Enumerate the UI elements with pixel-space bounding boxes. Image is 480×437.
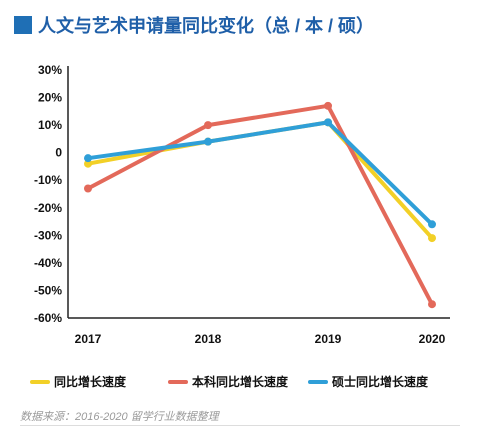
source-divider — [20, 425, 460, 426]
x-tick-label: 2020 — [419, 332, 446, 346]
data-point — [324, 118, 332, 127]
x-tick-label: 2018 — [195, 332, 222, 346]
legend-label: 同比增长速度 — [54, 374, 127, 389]
chart-title-text: 人文与艺术申请量同比变化（总 / 本 / 硕） — [38, 16, 375, 36]
x-tick-label: 2019 — [315, 332, 342, 346]
legend-item-2: 硕士同比增长速度 — [308, 374, 429, 389]
data-point — [84, 154, 92, 163]
series-line-0 — [86, 120, 434, 241]
y-tick-label: 0 — [55, 146, 62, 160]
y-tick-label: -20% — [34, 201, 62, 215]
legend-label: 本科同比增长速度 — [192, 374, 289, 389]
chart-title: 人文与艺术申请量同比变化（总 / 本 / 硕） — [14, 12, 374, 38]
data-point — [324, 101, 332, 110]
y-tick-label: -30% — [34, 228, 62, 242]
chart-series — [84, 101, 436, 309]
title-square-icon — [14, 16, 32, 34]
y-tick-label: 30% — [38, 63, 62, 77]
y-axis-ticks: 30% 20% 10% 0 -10% -20% -30% -40% -50% -60% — [34, 63, 62, 325]
chart-axes — [67, 66, 450, 319]
data-point — [428, 234, 436, 243]
y-tick-label: 20% — [38, 91, 62, 105]
source-note: 数据来源：2016-2020 留学行业数据整理 — [20, 411, 219, 423]
x-tick-label: 2017 — [75, 332, 102, 346]
data-point — [428, 220, 436, 229]
legend-item-1: 本科同比增长速度 — [168, 374, 289, 389]
legend-item-0: 同比增长速度 — [30, 374, 127, 389]
data-point — [204, 121, 212, 130]
data-point — [84, 159, 92, 168]
data-point — [204, 137, 212, 146]
data-point — [428, 300, 436, 309]
y-tick-label: -60% — [34, 311, 62, 325]
y-tick-label: -40% — [34, 256, 62, 270]
legend-label: 硕士同比增长速度 — [332, 374, 429, 389]
y-tick-label: -50% — [34, 283, 62, 297]
series-line-1 — [86, 103, 434, 307]
data-point — [84, 184, 92, 193]
series-line-2 — [86, 120, 434, 227]
x-axis-ticks: 2017 2018 2019 2020 — [75, 332, 446, 346]
chart-legend: 同比增长速度 本科同比增长速度 硕士同比增长速度 — [30, 374, 429, 389]
y-tick-label: 10% — [38, 118, 62, 132]
y-tick-label: -10% — [34, 173, 62, 187]
